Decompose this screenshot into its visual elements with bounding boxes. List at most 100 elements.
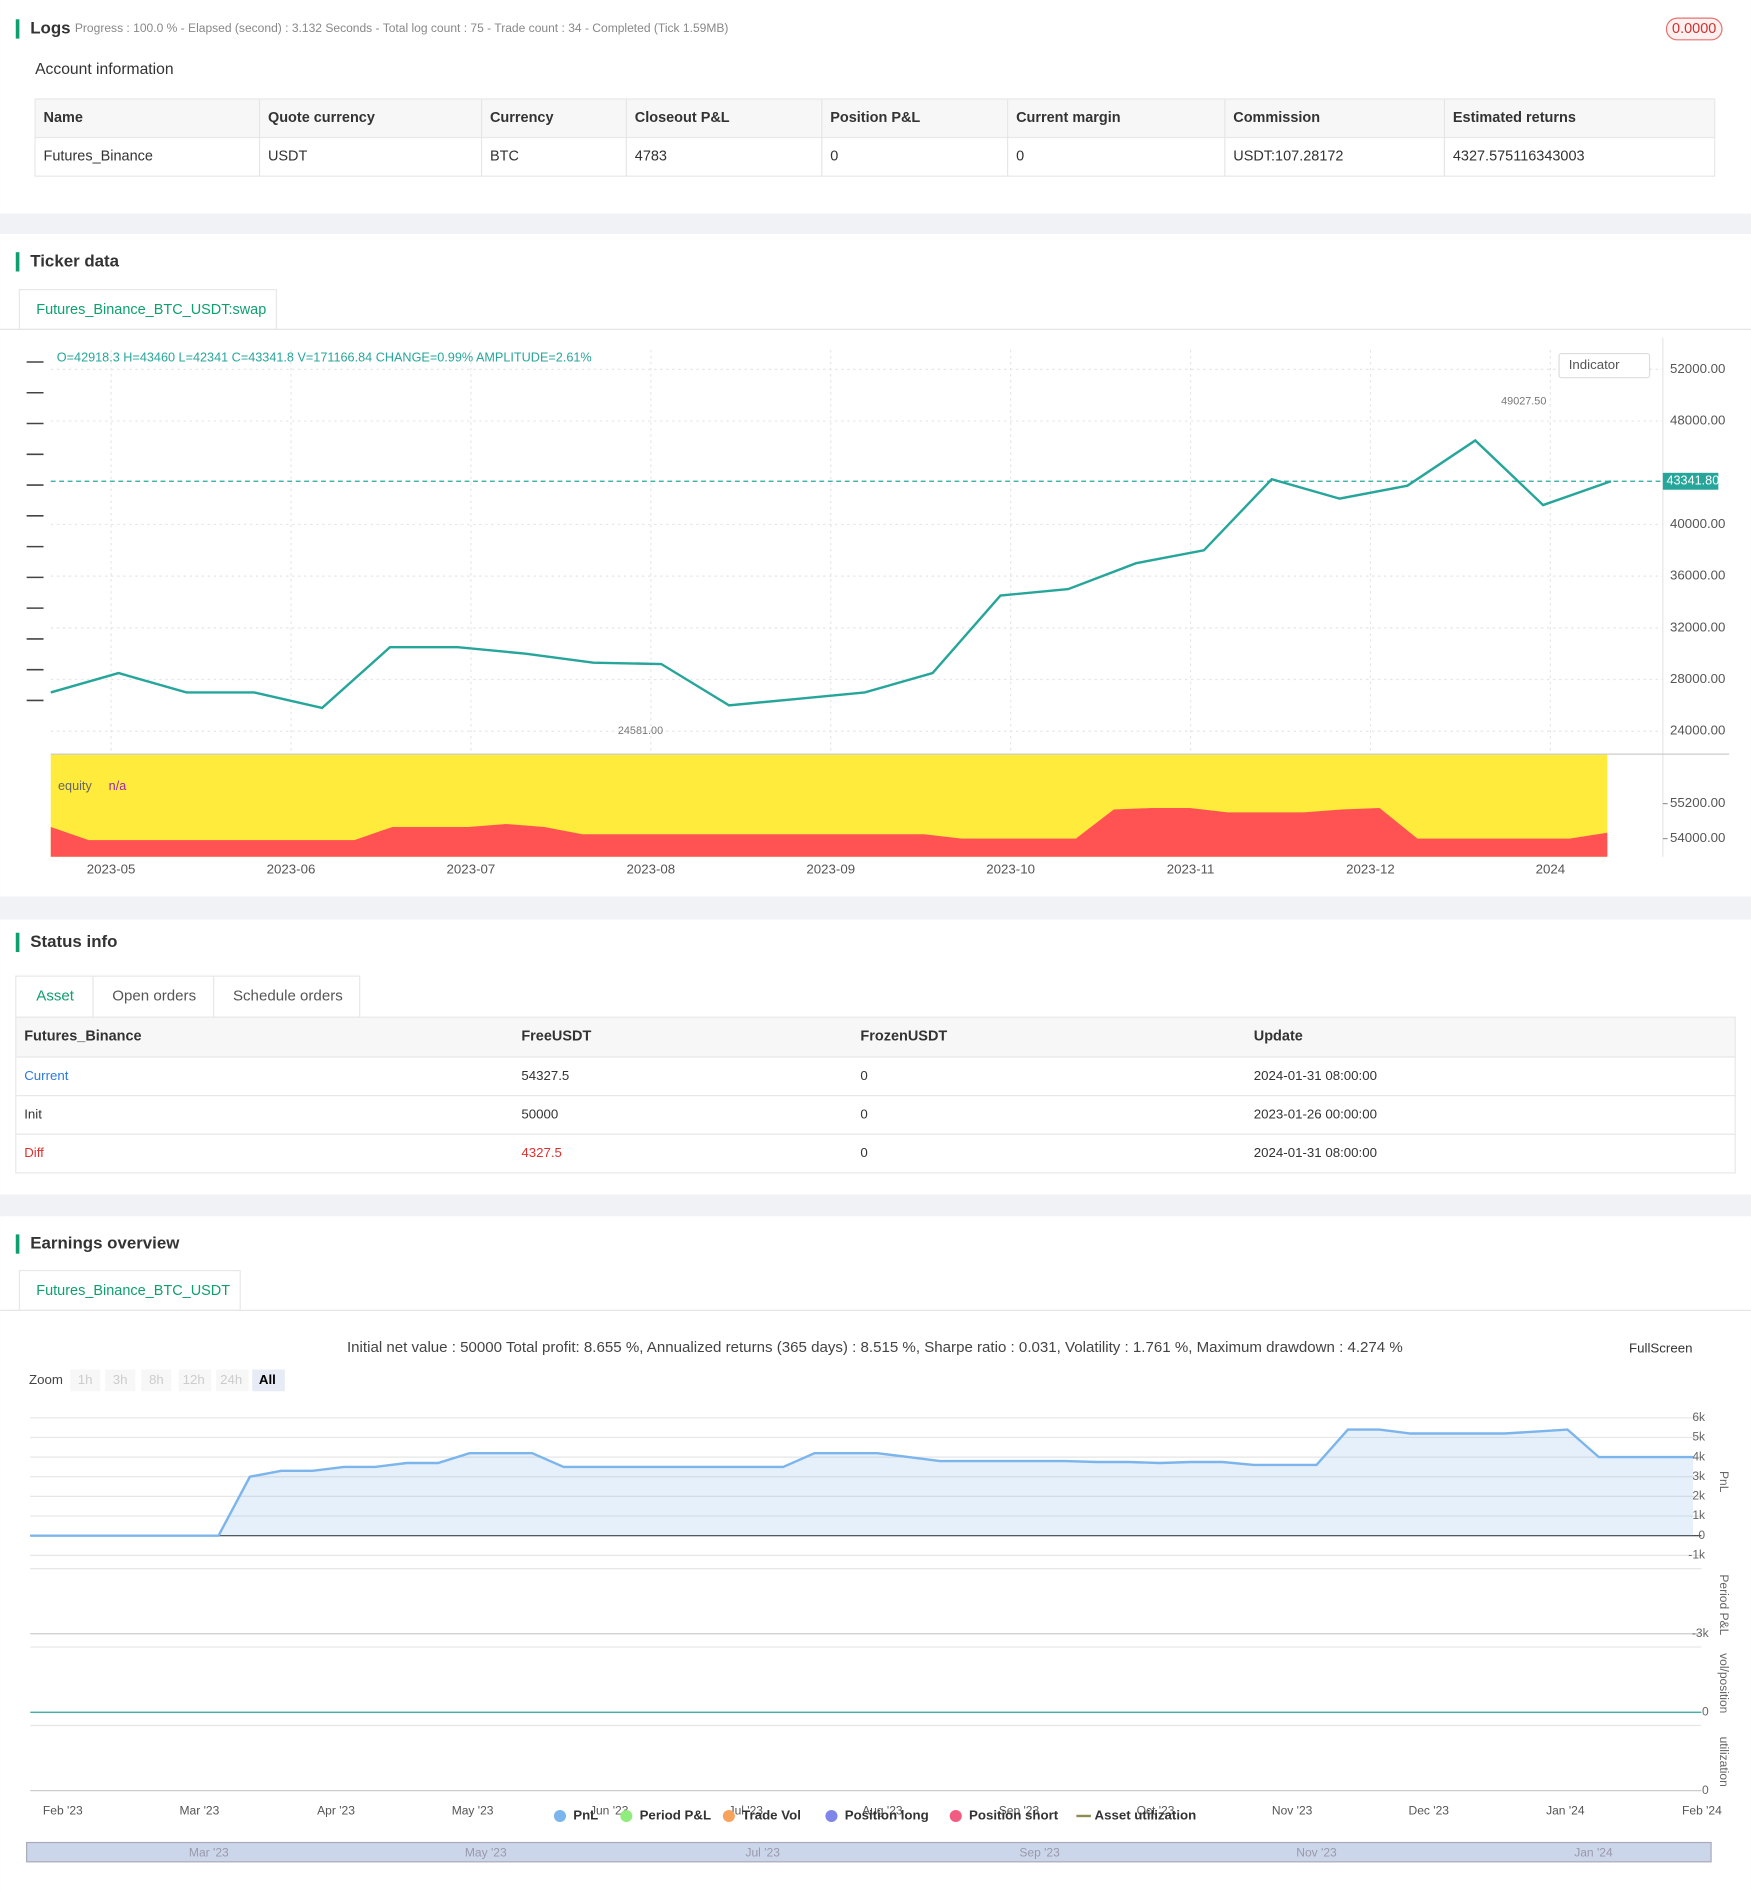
zoom-btn — [216, 1369, 249, 1392]
x-tick-label: May '23 — [452, 1803, 494, 1817]
ohlc: O=42918.3 H=43460 L=42341 C=43341.8 V=17… — [57, 351, 592, 365]
tab — [18, 288, 278, 331]
header-accent — [15, 932, 20, 953]
td: USDT:107.28172 — [1233, 149, 1343, 165]
tab-label: Futures_Binance_BTC_USDT — [36, 1283, 230, 1299]
high-label: 49027.50 — [1501, 396, 1546, 408]
td: 4783 — [635, 149, 667, 165]
equity-name: equity — [58, 779, 92, 793]
price-line — [50, 438, 1612, 710]
y-tick-label: 4k — [1692, 1449, 1706, 1463]
pnl-area — [30, 1429, 1693, 1536]
x-tick-label: 2023-05 — [87, 861, 136, 876]
th: Estimated returns — [1453, 110, 1576, 126]
y-tick-label: 28000.00 — [1670, 671, 1725, 686]
section-title: Logs — [30, 18, 70, 37]
axis-title: Period P&L — [1717, 1574, 1731, 1635]
th: FreeUSDT — [521, 1028, 591, 1044]
x-tick-label: 2023-11 — [1167, 861, 1215, 876]
td: Init — [24, 1106, 42, 1121]
legend-label[interactable]: PnL — [573, 1807, 598, 1822]
table-row — [34, 136, 1716, 177]
y-tick-label: 0 — [1698, 1528, 1705, 1542]
th: Update — [1254, 1028, 1303, 1044]
td: 4327.5 — [521, 1145, 562, 1160]
th: Quote currency — [268, 110, 375, 126]
y-tick-label: 1k — [1692, 1508, 1706, 1522]
pnl-line — [30, 1428, 1693, 1537]
table-row — [15, 1056, 1736, 1097]
x-tick-label: Sep '23 — [999, 1803, 1040, 1817]
y-tick-label: -1k — [1688, 1548, 1706, 1562]
summary: Initial net value : 50000 Total profit: … — [347, 1339, 1403, 1356]
legend-label[interactable]: Position short — [969, 1807, 1059, 1822]
y-tick-label: 52000.00 — [1670, 361, 1725, 376]
td: 0 — [830, 149, 838, 165]
y-tick-label: 6k — [1692, 1410, 1706, 1424]
tab-label: Futures_Binance_BTC_USDT:swap — [36, 302, 266, 318]
axis-title: vol/position — [1717, 1653, 1731, 1713]
indicator-label: Indicator — [1569, 357, 1620, 372]
td: Futures_Binance — [44, 149, 153, 165]
table-header — [15, 1016, 1736, 1058]
header-accent — [15, 1234, 20, 1254]
zoom-btn — [178, 1369, 212, 1392]
section-title: Earnings overview — [30, 1234, 180, 1253]
tab-label: Schedule orders — [233, 988, 343, 1005]
equity-value: n/a — [109, 779, 128, 793]
zoom-label: Zoom — [29, 1372, 63, 1387]
table-header — [34, 98, 1716, 139]
zoom-btn-label: 3h — [113, 1372, 128, 1387]
navigator — [26, 1841, 1712, 1863]
price-box — [1662, 472, 1719, 490]
zoom-btn-label: 1h — [78, 1372, 93, 1387]
header-accent — [15, 252, 20, 272]
x-tick-label: 2023-12 — [1346, 861, 1395, 876]
section-title: Ticker data — [30, 251, 119, 270]
x-tick-label: Feb '24 — [1682, 1803, 1722, 1817]
th: Futures_Binance — [24, 1028, 141, 1044]
y-tick-label: 2k — [1692, 1489, 1706, 1503]
th: Currency — [490, 110, 554, 126]
header-accent — [15, 19, 20, 39]
th: Closeout P&L — [635, 110, 730, 126]
tab — [92, 975, 215, 1018]
x-tick-label: 2023-07 — [447, 861, 496, 876]
td: Current — [24, 1068, 69, 1083]
td: 54327.5 — [521, 1068, 569, 1083]
navigator-label: Jan '24 — [1574, 1846, 1613, 1860]
zoom-btn — [70, 1369, 101, 1392]
x-tick-label: 2024 — [1536, 861, 1566, 876]
legend-label[interactable]: Position long — [845, 1807, 929, 1822]
td: 50000 — [521, 1106, 558, 1121]
indicator-btn — [1558, 352, 1651, 379]
x-tick-label: 2023-10 — [986, 861, 1035, 876]
y-tick-label: 48000.00 — [1670, 413, 1725, 428]
x-tick-label: Dec '23 — [1408, 1803, 1449, 1817]
y-tick-label: 55200.00 — [1670, 795, 1725, 810]
fullscreen: FullScreen — [1629, 1341, 1692, 1356]
th: Name — [44, 110, 83, 126]
y-tick-label: 32000.00 — [1670, 619, 1725, 634]
low-label: 24581.00 — [618, 725, 663, 737]
zoom-btn — [252, 1369, 285, 1392]
legend-symbol — [825, 1809, 838, 1823]
x-tick-label: 2023-08 — [626, 861, 675, 876]
legend-label[interactable]: Trade Vol — [742, 1807, 801, 1822]
legend-label[interactable]: Asset utilization — [1095, 1807, 1197, 1822]
th: FrozenUSDT — [860, 1028, 947, 1044]
th: Current margin — [1016, 110, 1121, 126]
equity-area — [50, 807, 1608, 857]
tab-label: Open orders — [112, 988, 196, 1005]
legend-symbol — [722, 1809, 735, 1823]
navigator-label: Sep '23 — [1019, 1846, 1060, 1860]
x-tick-label: Apr '23 — [317, 1803, 355, 1817]
legend-label[interactable]: Period P&L — [640, 1807, 711, 1822]
table-row — [15, 1095, 1736, 1135]
subtitle: Account information — [35, 61, 174, 78]
x-tick-label: 2023-06 — [267, 861, 316, 876]
zoom-btn — [141, 1369, 172, 1392]
tab — [15, 975, 94, 1018]
x-tick-label: Mar '23 — [180, 1803, 220, 1817]
